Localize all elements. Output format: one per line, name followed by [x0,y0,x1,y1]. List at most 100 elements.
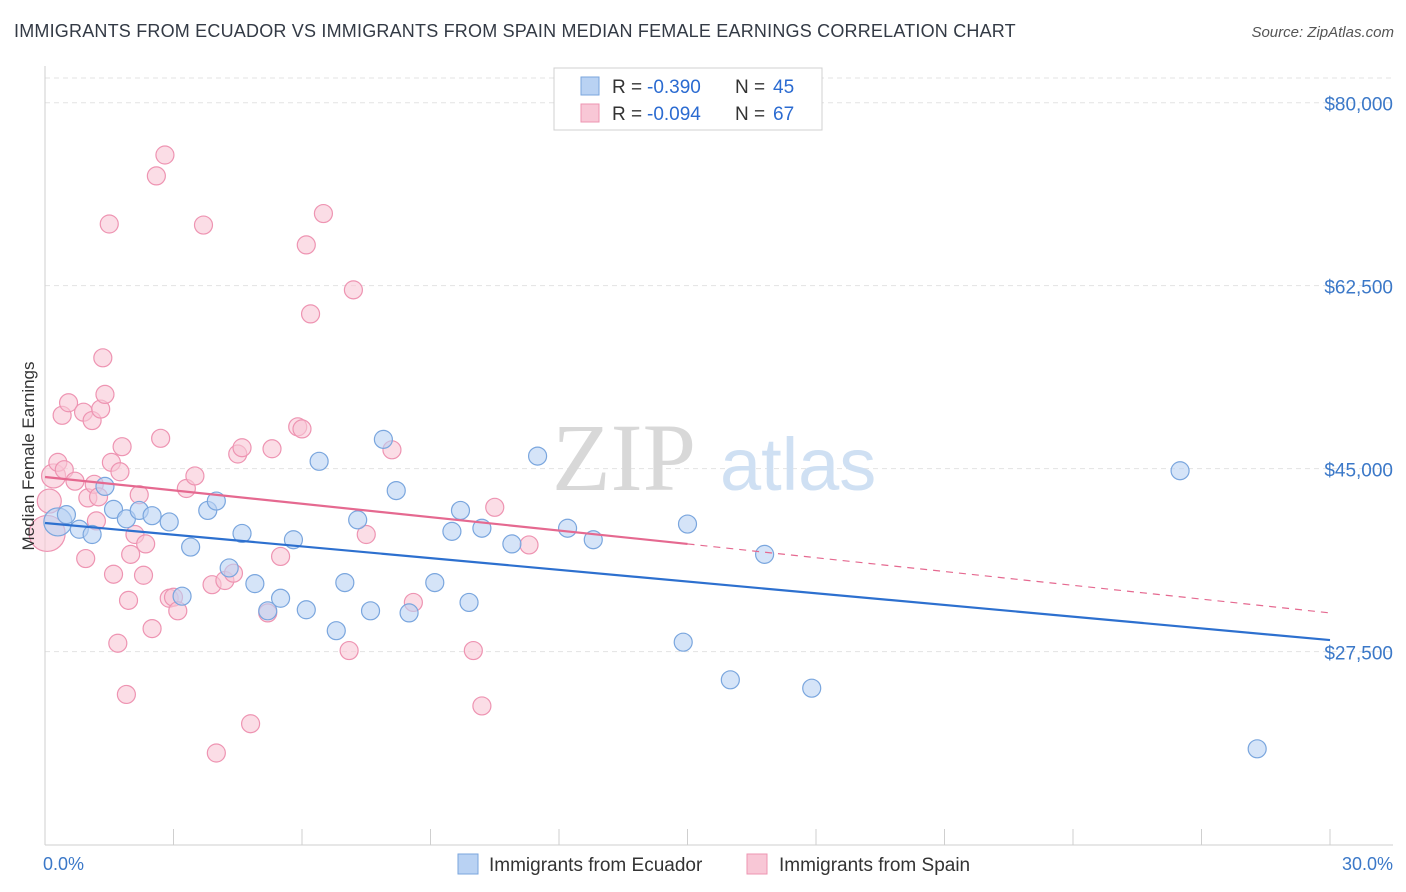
legend-n-label-spain: N = [735,104,765,125]
source-credit: Source: ZipAtlas.com [1251,24,1394,41]
point-ecuador [103,499,124,520]
point-spain [343,280,363,300]
legend-r-value-ecuador: -0.390 [647,77,701,98]
trend-line-spain-dashed [687,543,1331,614]
chart-title: IMMIGRANTS FROM ECUADOR VS IMMIGRANTS FR… [14,21,1016,41]
legend-r-label-spain: R = [612,104,642,125]
y-tick-label: $27,500 [1324,644,1393,665]
point-ecuador [142,506,162,526]
point-spain [108,633,128,653]
y-tick-label: $45,000 [1324,461,1393,482]
point-ecuador [425,572,445,593]
legend-swatch-ecuador [580,76,600,96]
point-ecuador [450,500,471,521]
legend-swatch-spain [580,103,600,123]
point-spain [136,534,156,554]
point-spain [103,564,124,584]
point-spain [356,524,376,545]
watermark-atlas: atlas [720,423,876,506]
legend-n-label-ecuador: N = [735,77,765,98]
point-ecuador [270,588,291,608]
trend-line-spain [44,475,688,546]
point-spain [232,438,252,458]
point-ecuador [245,574,265,594]
point-ecuador [159,512,179,532]
point-ecuador [502,534,522,554]
series-spain-points [28,145,539,763]
point-ecuador [326,621,346,641]
point-spain [313,203,334,224]
point-ecuador [335,572,355,593]
point-ecuador [232,523,252,544]
point-spain [151,428,171,448]
point-ecuador [373,429,393,449]
point-spain [58,393,79,413]
trend-lines [44,475,1331,642]
legend-n-value-ecuador: 45 [773,77,794,98]
point-spain [292,419,312,439]
y-axis-title: Median Female Earnings [19,362,38,551]
bottom-legend-label-spain: Immigrants from Spain [779,855,970,876]
point-spain [146,166,166,186]
point-spain [76,548,96,569]
point-spain [112,437,132,457]
bottom-legend: Immigrants from Ecuador Immigrants from … [457,853,970,876]
point-ecuador [459,592,479,613]
point-spain [206,743,226,763]
point-ecuador [309,451,329,471]
point-spain [519,535,539,555]
point-spain [193,215,214,235]
point-ecuador [399,603,419,623]
bottom-legend-swatch-spain [746,853,768,875]
legend-n-value-spain: 67 [773,104,794,125]
point-ecuador [360,601,381,621]
bottom-legend-label-ecuador: Immigrants from Ecuador [489,855,703,876]
point-ecuador [219,558,239,578]
point-spain [133,565,154,585]
y-tick-label: $80,000 [1324,95,1393,116]
bottom-legend-swatch-ecuador [457,853,479,875]
legend-box: R = -0.390 N = 45 R = -0.094 N = 67 [553,67,823,131]
point-spain [99,214,119,234]
point-ecuador [172,586,192,606]
point-ecuador [527,446,548,466]
point-spain [339,640,359,661]
point-spain [142,618,162,639]
point-spain [262,439,282,459]
y-tick-labels: $27,500 $45,000 $62,500 $80,000 [1324,95,1393,665]
series-ecuador-points [43,429,1267,759]
point-ecuador [386,480,406,501]
legend-r-value-spain: -0.094 [647,104,701,125]
axes [44,66,1393,846]
legend-r-label-ecuador: R = [612,77,642,98]
point-ecuador [82,524,102,545]
point-ecuador [557,518,578,538]
point-spain [241,714,261,734]
point-ecuador [95,476,115,497]
point-ecuador [348,510,368,530]
point-spain [118,590,139,610]
point-ecuador [181,537,201,557]
point-ecuador [802,678,822,698]
point-spain [300,304,321,324]
point-ecuador [673,632,693,652]
point-spain [110,462,130,482]
point-spain [116,684,136,705]
point-ecuador [296,600,316,620]
point-spain [185,466,205,486]
y-tick-label: $62,500 [1324,278,1393,299]
trend-line-ecuador [44,521,1331,642]
point-ecuador [258,601,278,621]
point-spain [472,696,492,716]
x-tick-label-max: 30.0% [1342,854,1393,874]
point-spain [155,145,175,165]
point-ecuador [206,491,226,511]
point-ecuador [442,521,462,541]
point-spain [485,497,505,517]
point-ecuador [1170,461,1190,481]
x-tick-label-min: 0.0% [43,854,84,874]
point-spain [95,384,115,405]
point-ecuador [56,505,77,525]
point-ecuador [720,670,740,690]
point-ecuador [1247,739,1267,759]
